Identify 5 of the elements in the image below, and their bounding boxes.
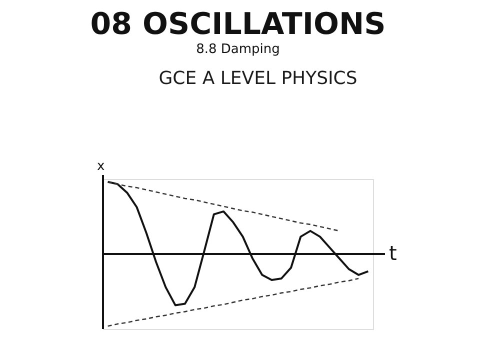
chart-title: 08 OSCILLATIONS — [90, 7, 386, 42]
x-axis-title: t — [389, 241, 397, 265]
y-axis-title: x — [97, 159, 105, 174]
chart-subtitle: 8.8 Damping — [196, 42, 280, 57]
text: GCE A LEVEL PHYSICS — [158, 68, 358, 89]
